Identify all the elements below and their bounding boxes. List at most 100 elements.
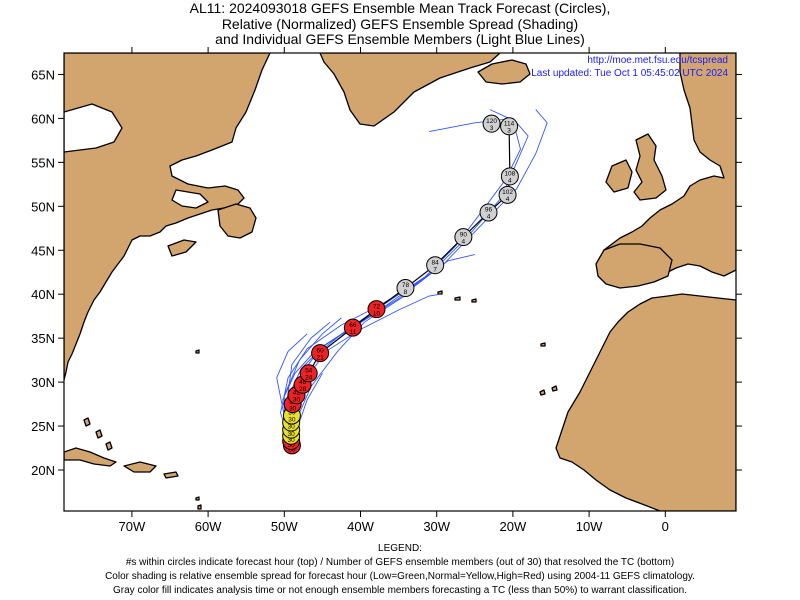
lesser-antilles [195,496,202,510]
forecast-hour-label: 60 [316,347,324,354]
puerto-rico [163,471,179,479]
forecast-hour-label: 84 [432,259,440,266]
greenland [319,53,501,127]
member-count-label: 7 [433,266,437,273]
forecast-hour-label: 114 [504,121,515,128]
member-count-label: 28 [299,386,307,393]
member-count-label: 4 [508,178,512,185]
member-count-label: 21 [316,354,324,361]
title-line-2: Relative (Normalized) GEFS Ensemble Spre… [221,15,579,32]
forecast-circle-shape [500,167,519,186]
legend: LEGEND: #s within circles indicate forec… [0,542,800,598]
member-count-label: 4 [487,214,491,221]
land-layer [64,53,736,511]
lat-tick-label: 60N [31,111,55,126]
forecast-circle: 904 [454,228,473,247]
forecast-circle-shape [454,228,473,247]
member-count-label: 30 [288,431,296,438]
lon-tick-label: 10W [576,519,603,534]
forecast-hour-label: 90 [460,231,468,238]
forecast-hour-label: 42 [293,389,301,396]
forecast-circle: 788 [396,279,415,298]
hispaniola [123,461,157,473]
member-count-label: 3 [507,128,511,135]
member-count-label: 30 [288,447,296,454]
lon-tick-label: 20W [500,519,527,534]
legend-line-1: #s within circles indicate forecast hour… [125,557,675,568]
forecast-hour-label: 120 [486,118,497,125]
forecast-circle-shape [396,279,415,298]
member-count-label: 24 [305,375,313,382]
title-line-3: and Individual GEFS Ensemble Members (Li… [215,31,585,47]
lon-tick-label: 70W [119,519,146,534]
forecast-hour-label: 66 [349,322,357,329]
europe-landmass [599,53,736,277]
forecast-hour-label: 108 [504,171,515,178]
member-count-label: 30 [288,417,296,424]
forecast-hour-label: 30 [288,410,296,417]
title-line-1: AL11: 2024093018 GEFS Ensemble Mean Trac… [189,0,611,16]
forecast-circle-shape [479,203,498,222]
member-count-label: 30 [289,405,297,412]
africa-landmass [555,293,736,511]
forecast-circle-shape [482,114,501,133]
gulf-st-lawrence [171,189,209,209]
legend-heading: LEGEND: [378,543,422,554]
member-count-label: 10 [373,310,381,317]
hudson-bay [64,103,123,153]
cuba [64,447,117,467]
bahamas [83,417,113,451]
plot-frame [63,52,737,512]
newfoundland [217,203,257,239]
iceland [477,59,531,85]
iberia [595,243,673,289]
madeira [540,342,546,347]
legend-line-2: Color shading is relative ensemble sprea… [105,571,695,582]
bermuda [195,349,200,354]
forecast-circles: 0306301230183024303030363042304828542460… [282,114,519,455]
lon-tick-label: 50W [271,519,298,534]
lat-tick-label: 35N [31,331,55,346]
legend-line-3: Gray color fill indicates analysis time … [113,585,687,596]
member-count-label: 30 [288,442,296,449]
lat-tick-label: 30N [31,375,55,390]
forecast-circle-shape [367,300,386,319]
member-count-label: 3 [490,125,494,132]
forecast-circle-shape [498,185,517,204]
forecast-hour-label: 102 [502,189,513,196]
lat-tick-label: 25N [31,419,55,434]
forecast-circle-shape [311,344,330,363]
forecast-hour-label: 78 [402,282,410,289]
credit-updated: Last updated: Tue Oct 1 05:45:02 UTC 202… [531,68,728,79]
lat-tick-label: 50N [31,199,55,214]
forecast-circle-shape [426,256,445,275]
lat-tick-label: 40N [31,287,55,302]
canary-islands [539,385,558,396]
credit-url[interactable]: http://moe.met.fsu.edu/tcspread [587,55,728,66]
lon-tick-label: 30W [423,519,450,534]
forecast-circle-shape [500,117,519,136]
azores [437,290,477,303]
member-count-label: 30 [288,437,296,444]
lat-tick-label: 45N [31,243,55,258]
forecast-circle: 964 [479,203,498,222]
chart-title: AL11: 2024093018 GEFS Ensemble Mean Trac… [0,0,800,48]
member-count-label: 11 [350,329,357,336]
member-count-label: 30 [288,424,296,431]
member-count-label: 4 [506,196,510,203]
lat-tick-label: 55N [31,155,55,170]
forecast-hour-label: 72 [373,303,381,310]
member-count-label: 30 [293,396,301,403]
forecast-hour-label: 96 [485,207,493,214]
lon-tick-label: 0 [662,519,669,534]
ireland [605,159,633,193]
member-count-label: 4 [462,238,466,245]
